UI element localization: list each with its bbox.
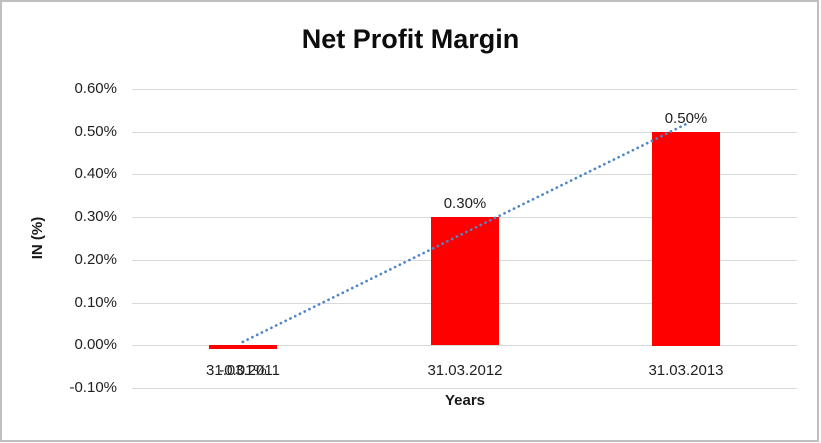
bar-data-label: 0.30% xyxy=(443,195,487,212)
gridline xyxy=(132,89,797,90)
y-tick-label: 0.00% xyxy=(74,336,117,353)
bar-31.03.2011 xyxy=(209,345,277,349)
bar-31.03.2012 xyxy=(431,217,499,345)
y-tick-label: -0.10% xyxy=(69,379,117,396)
gridline xyxy=(132,174,797,175)
bar-data-label: -0.01% xyxy=(219,362,267,379)
y-tick-label: 0.50% xyxy=(74,123,117,140)
x-category-label: 31.03.2013 xyxy=(648,362,724,379)
y-tick-label: 0.40% xyxy=(74,165,117,182)
gridline xyxy=(132,132,797,133)
x-category-label: 31.03.2012 xyxy=(427,362,503,379)
trendline-line xyxy=(241,122,688,344)
y-tick-label: 0.30% xyxy=(74,208,117,225)
bar-31.03.2013 xyxy=(652,132,720,346)
gridline xyxy=(132,345,797,346)
x-category-label: 31.03.2011 xyxy=(206,362,280,379)
y-tick-label: 0.60% xyxy=(74,80,117,97)
y-tick-label: 0.10% xyxy=(74,294,117,311)
x-axis-title: Years xyxy=(444,392,486,409)
gridline xyxy=(132,388,797,389)
chart-title: Net Profit Margin xyxy=(301,24,520,54)
y-tick-label: 0.20% xyxy=(74,251,117,268)
bar-data-label: 0.50% xyxy=(664,110,708,127)
